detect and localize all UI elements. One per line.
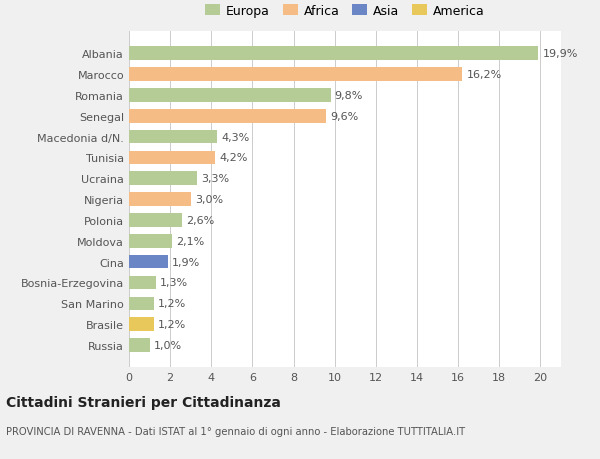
Text: Cittadini Stranieri per Cittadinanza: Cittadini Stranieri per Cittadinanza xyxy=(6,395,281,409)
Bar xyxy=(129,297,154,310)
Text: 4,2%: 4,2% xyxy=(220,153,248,163)
Text: 1,2%: 1,2% xyxy=(158,319,186,330)
Bar xyxy=(129,151,215,165)
Text: 1,3%: 1,3% xyxy=(160,278,188,288)
Bar xyxy=(129,110,326,123)
Text: 1,0%: 1,0% xyxy=(154,340,182,350)
Bar xyxy=(129,235,172,248)
Bar xyxy=(129,214,182,227)
Text: 9,8%: 9,8% xyxy=(335,91,363,101)
Legend: Europa, Africa, Asia, America: Europa, Africa, Asia, America xyxy=(200,0,490,22)
Bar xyxy=(129,318,154,331)
Text: 3,0%: 3,0% xyxy=(195,195,223,205)
Bar xyxy=(129,47,538,61)
Bar xyxy=(129,68,462,82)
Text: 4,3%: 4,3% xyxy=(221,132,250,142)
Bar xyxy=(129,130,217,144)
Text: 19,9%: 19,9% xyxy=(542,49,578,59)
Bar xyxy=(129,338,149,352)
Text: 3,3%: 3,3% xyxy=(201,174,229,184)
Text: 2,1%: 2,1% xyxy=(176,236,205,246)
Text: 16,2%: 16,2% xyxy=(466,70,502,80)
Text: 2,6%: 2,6% xyxy=(187,215,215,225)
Bar xyxy=(129,89,331,102)
Bar xyxy=(129,276,156,290)
Text: 1,2%: 1,2% xyxy=(158,299,186,308)
Bar xyxy=(129,255,168,269)
Bar xyxy=(129,193,191,207)
Text: 9,6%: 9,6% xyxy=(331,112,359,122)
Text: 1,9%: 1,9% xyxy=(172,257,200,267)
Bar xyxy=(129,172,197,185)
Text: PROVINCIA DI RAVENNA - Dati ISTAT al 1° gennaio di ogni anno - Elaborazione TUTT: PROVINCIA DI RAVENNA - Dati ISTAT al 1° … xyxy=(6,426,465,436)
